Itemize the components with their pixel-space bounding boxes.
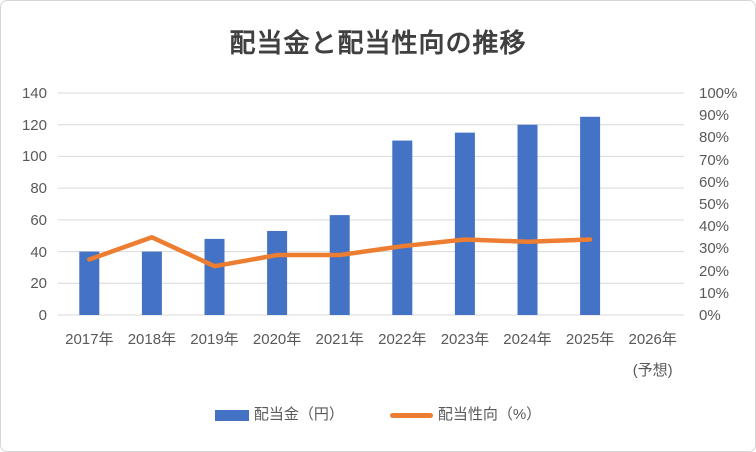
left-axis-tick-label: 100 [21,148,47,166]
x-axis-category-label: 2025年 [565,331,615,348]
bar-2023年 [454,132,475,315]
payout-ratio-line [87,235,593,269]
legend-item-dividend: 配当金（円） [214,406,344,424]
x-axis-category-label: 2026年 [628,331,677,348]
left-axis-tick-label: 60 [30,211,47,229]
bar-2021年 [329,215,350,315]
left-axis-tick-label: 80 [30,180,47,198]
bar-2024年 [517,124,538,315]
x-axis-category-label: 2017年 [65,331,114,348]
chart-title: 配当金と配当性向の推移 [229,28,527,58]
legend-item-payout-ratio: 配当性向（%） [389,406,542,424]
bar-2020年 [267,230,288,315]
right-axis-tick-label: 70% [699,151,730,169]
x-axis-category-label: 2021年 [315,331,364,348]
right-axis-tick-label: 30% [699,240,730,258]
x-axis-category-label: 2019年 [190,331,239,348]
legend-label-dividend: 配当金（円） [253,406,344,423]
bar-2018年 [141,251,162,315]
line-series-swatch [389,412,433,418]
bar-2017年 [79,251,100,315]
right-axis-tick-label: 100% [699,85,738,102]
left-axis-tick-label: 40 [30,243,47,261]
x-axis-category-label: 2018年 [127,331,177,348]
right-axis-tick-label: 50% [699,196,730,213]
x-axis-category-label: 2023年 [440,331,490,348]
legend-label-payout-ratio: 配当性向（%） [437,406,542,423]
right-axis-tick-label: 90% [699,107,730,125]
bar-series-swatch [214,409,249,421]
right-axis-tick-label: 0% [699,307,721,324]
left-axis-tick-label: 0 [38,307,47,324]
right-axis-tick-label: 80% [699,129,730,147]
legend: 配当金（円） 配当性向（%） [1,406,755,424]
bar-2022年 [392,140,413,315]
x-axis-category-label: 2020年 [252,331,302,348]
right-axis-tick-label: 40% [699,218,730,236]
left-axis-tick-label: 20 [30,275,47,293]
x-axis-category-sublabel: (予想) [632,362,673,379]
left-axis-tick-label: 140 [21,85,47,102]
bar-2019年 [204,238,225,315]
bar-2025年 [580,116,601,316]
right-axis-tick-label: 60% [699,173,730,191]
x-axis-category-label: 2022年 [378,331,427,348]
left-axis-tick-label: 120 [21,116,47,134]
right-axis-tick-label: 10% [699,284,730,302]
right-axis-tick-label: 20% [699,262,730,280]
x-axis-category-label: 2024年 [503,331,552,348]
